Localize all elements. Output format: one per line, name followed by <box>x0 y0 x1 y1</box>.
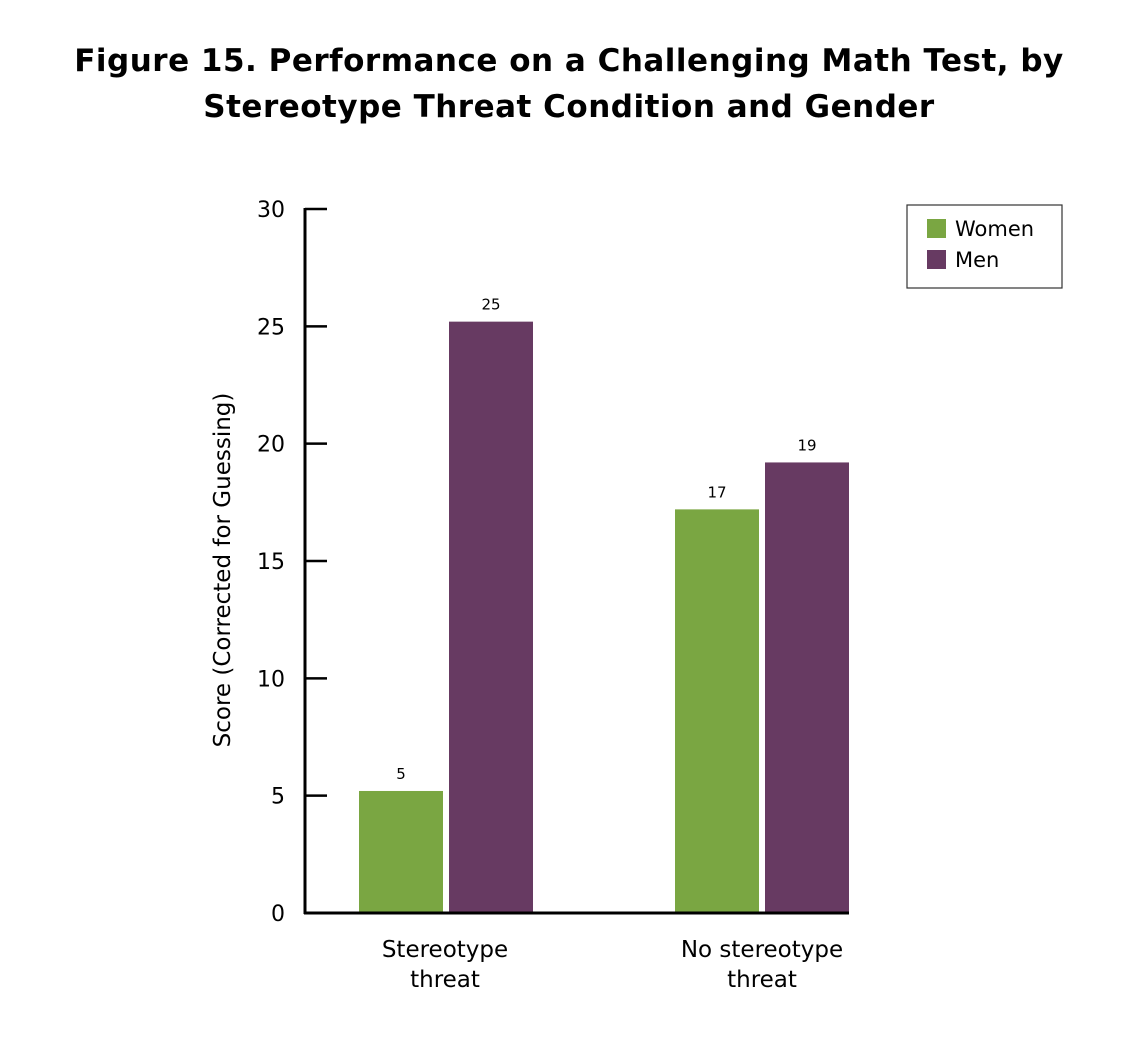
bars-layer <box>359 321 849 913</box>
y-tick-label-20: 20 <box>257 433 285 458</box>
chart-title-line-2: Stereotype Threat Condition and Gender <box>203 89 935 125</box>
data-labels-layer: 5 17 25 19 <box>396 296 816 783</box>
x-category-label-1-line-2: threat <box>410 967 480 993</box>
legend-box <box>906 204 1063 289</box>
data-label-men-2: 19 <box>797 436 816 454</box>
chart-title-line-1: Figure 15. Performance on a Challenging … <box>74 43 1064 79</box>
y-tick-label-30: 30 <box>257 198 285 223</box>
legend-swatch-women <box>927 219 946 238</box>
x-category-label-2-line-1: No stereotype <box>681 937 843 963</box>
x-category-label-1-line-1: Stereotype <box>382 937 508 963</box>
y-axis-title: Score (Corrected for Guessing) <box>210 393 236 748</box>
y-tick-label-10: 10 <box>257 667 285 692</box>
legend-label-women: Women <box>955 217 1034 241</box>
x-category-label-2-line-2: threat <box>727 967 797 993</box>
data-label-women-1: 5 <box>396 765 406 783</box>
chart-title: Figure 15. Performance on a Challenging … <box>0 38 1138 130</box>
y-axis: 0 5 10 15 20 25 30 <box>257 198 327 927</box>
bar-women-2 <box>675 509 759 913</box>
data-label-men-1: 25 <box>481 296 500 314</box>
x-axis: Stereotype threat No stereotype threat <box>304 911 849 993</box>
bar-men-1 <box>449 321 533 913</box>
bar-women-1 <box>359 790 443 913</box>
legend-swatch-men <box>927 250 946 269</box>
y-tick-label-15: 15 <box>257 550 285 575</box>
bar-men-2 <box>765 462 849 913</box>
data-label-women-2: 17 <box>707 483 726 501</box>
y-tick-label-25: 25 <box>257 315 285 340</box>
legend: Women Men <box>906 204 1063 289</box>
legend-label-men: Men <box>955 248 999 272</box>
y-tick-label-5: 5 <box>271 785 285 810</box>
y-tick-label-0: 0 <box>271 902 285 927</box>
